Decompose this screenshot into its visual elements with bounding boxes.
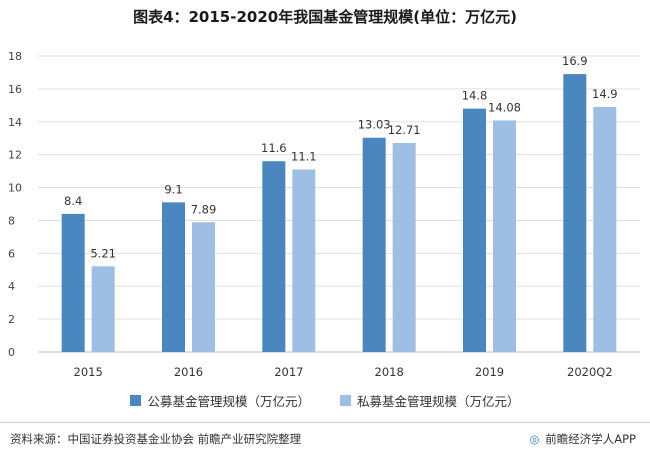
legend-label-public: 公募基金管理规模（万亿元） <box>147 394 310 409</box>
bar-public <box>61 213 85 352</box>
data-label: 11.6 <box>261 141 287 155</box>
bar-private <box>192 222 215 352</box>
brand: ◎ 前瞻经济学人APP <box>530 431 636 447</box>
x-category-label: 2017 <box>274 365 303 379</box>
footer: 资料来源：中国证券投资基金业协会 前瞻产业研究院整理 ◎ 前瞻经济学人APP <box>0 422 650 455</box>
bar-private <box>292 169 316 352</box>
data-label: 9.1 <box>164 182 182 196</box>
y-tick-label: 0 <box>8 346 15 359</box>
y-tick-label: 14 <box>8 116 22 129</box>
bars <box>61 74 617 352</box>
data-label: 13.03 <box>358 118 391 132</box>
x-category-label: 2018 <box>375 365 404 379</box>
data-label: 16.9 <box>562 54 588 68</box>
bar-public <box>262 161 286 352</box>
legend: 公募基金管理规模（万亿元） 私募基金管理规模（万亿元） <box>0 391 650 410</box>
y-tick-label: 16 <box>8 83 22 96</box>
y-axis-ticks: 0 2 4 6 8 10 12 14 16 18 <box>8 50 22 359</box>
x-category-label: 2016 <box>174 365 203 379</box>
x-category-label: 2015 <box>74 365 103 379</box>
legend-swatch-public <box>130 395 142 406</box>
bar-public <box>463 108 486 352</box>
y-tick-label: 8 <box>8 214 15 227</box>
y-tick-label: 2 <box>8 313 15 326</box>
chart-title: 图表4：2015-2020年我国基金管理规模(单位：万亿元) <box>133 8 517 26</box>
bar-public <box>162 202 185 352</box>
bar-public <box>362 137 386 352</box>
brand-logo-icon: ◎ <box>529 432 540 446</box>
y-tick-label: 6 <box>8 247 15 260</box>
y-tick-label: 4 <box>8 280 15 293</box>
legend-label-private: 私募基金管理规模（万亿元） <box>357 394 520 409</box>
data-label: 8.4 <box>64 194 82 208</box>
legend-item-public: 公募基金管理规模（万亿元） <box>130 391 310 410</box>
x-category-label: 2019 <box>475 365 504 379</box>
data-label: 7.89 <box>191 202 217 216</box>
y-tick-label: 10 <box>8 182 22 195</box>
brand-name: 前瞻经济学人APP <box>545 432 636 446</box>
legend-item-private: 私募基金管理规模（万亿元） <box>340 391 520 410</box>
gridlines <box>38 55 640 353</box>
y-tick-label: 12 <box>8 149 22 162</box>
legend-swatch-private <box>340 395 351 406</box>
source-note: 资料来源：中国证券投资基金业协会 前瞻产业研究院整理 <box>10 432 302 446</box>
data-label: 11.1 <box>291 149 317 163</box>
x-axis-categories: 2015 2016 2017 2018 2019 2020Q2 <box>74 365 613 379</box>
data-label: 12.71 <box>388 123 421 137</box>
x-category-label: 2020Q2 <box>567 365 613 379</box>
bar-public <box>563 74 587 352</box>
data-label: 14.8 <box>462 89 488 103</box>
bar-private <box>392 142 416 352</box>
data-label: 14.08 <box>488 100 521 114</box>
bar-chart: 0 2 4 6 8 10 12 14 16 18 8.4 5.21 9.1 7.89 11.6 11.1 13… <box>8 50 640 379</box>
bar-private <box>593 106 617 352</box>
data-label: 14.9 <box>592 87 618 101</box>
y-tick-label: 18 <box>8 50 22 63</box>
data-label: 5.21 <box>90 246 116 260</box>
bar-private <box>493 120 516 352</box>
bar-private <box>91 266 115 352</box>
